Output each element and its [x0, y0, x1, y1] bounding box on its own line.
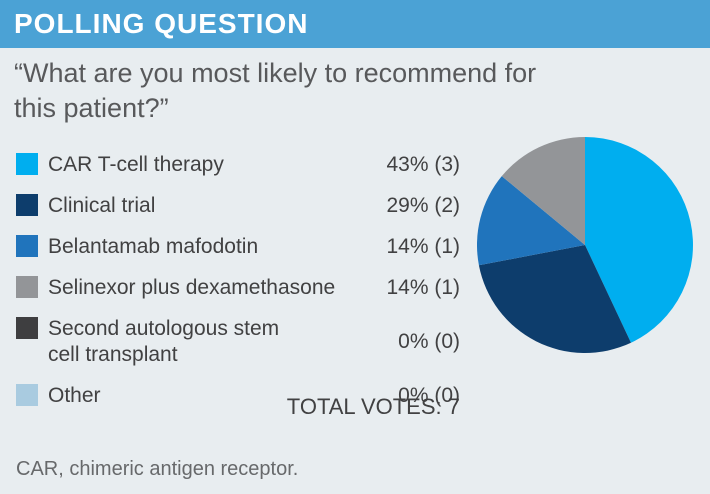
legend-swatch	[16, 276, 38, 298]
legend-value: 29% (2)	[386, 194, 460, 217]
legend-row: Clinical trial 29% (2)	[16, 193, 460, 219]
legend-row: Second autologous stem cell transplant 0…	[16, 316, 460, 368]
pie-chart-container	[476, 137, 693, 353]
total-votes: TOTAL VOTES: 7	[286, 394, 460, 419]
legend-value: 0% (0)	[398, 330, 460, 353]
legend-swatch	[16, 317, 38, 339]
legend-label: Selinexor plus dexamethasone	[48, 276, 336, 299]
pie-slice-4	[501, 137, 585, 245]
legend-value: 14% (1)	[386, 276, 460, 299]
legend-swatch	[16, 384, 38, 406]
legend-label: Second autologous stem cell transplant	[48, 317, 280, 366]
legend-label: CAR T-cell therapy	[48, 153, 224, 176]
legend-row: Other 0% (0)	[16, 383, 460, 409]
legend-label: Other	[48, 384, 101, 407]
pie-slice-3	[476, 176, 585, 266]
legend-value: 14% (1)	[386, 235, 460, 258]
page-title: POLLING QUESTION	[14, 8, 309, 39]
legend-row: CAR T-cell therapy 43% (3)	[16, 152, 460, 178]
legend-swatch	[16, 194, 38, 216]
poll-question-text: “What are you most likely to recommend f…	[14, 58, 537, 123]
pie-slice-1	[585, 137, 693, 343]
poll-legend: CAR T-cell therapy 43% (3) Clinical tria…	[16, 152, 460, 424]
legend-swatch	[16, 153, 38, 175]
legend-value: 43% (3)	[386, 153, 460, 176]
pie-chart	[476, 137, 693, 353]
legend-row: Belantamab mafodotin 14% (1)	[16, 234, 460, 260]
footnote: CAR, chimeric antigen receptor.	[16, 458, 299, 480]
legend-swatch	[16, 235, 38, 257]
pie-slice-2	[478, 245, 631, 353]
legend-value: 0% (0)	[398, 384, 460, 407]
legend-row: Selinexor plus dexamethasone 14% (1)	[16, 275, 460, 301]
header-bar: POLLING QUESTION	[0, 0, 710, 48]
legend-label: Clinical trial	[48, 194, 156, 217]
legend-label: Belantamab mafodotin	[48, 235, 259, 258]
